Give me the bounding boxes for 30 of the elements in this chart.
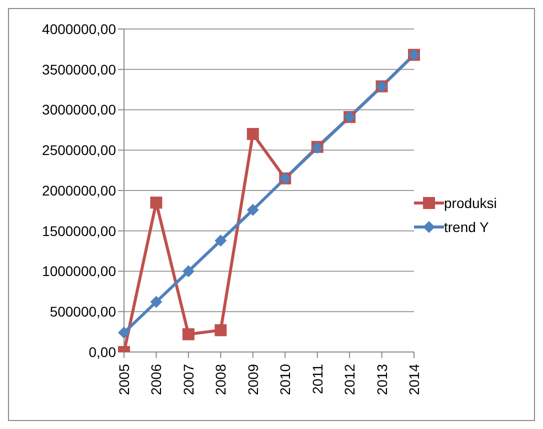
x-tick-label: 2012 [342, 364, 358, 396]
legend-label: produksi [444, 194, 497, 210]
x-tick-label: 2007 [180, 364, 196, 396]
point [118, 326, 130, 339]
y-tick-label: 2000000,00 [42, 182, 116, 198]
y-tick-label: 3000000,00 [42, 102, 116, 118]
point [214, 324, 227, 336]
y-tick-label: 4000000,00 [42, 20, 116, 37]
point [182, 265, 194, 278]
x-tick-label: 2014 [406, 364, 422, 396]
x-tick-label: 2011 [309, 364, 326, 394]
y-tick-label: 3500000,00 [42, 61, 116, 78]
x-tick-label: 2010 [277, 364, 294, 396]
x-tick-label: 2006 [148, 364, 164, 396]
y-tick-label: 1500000,00 [42, 222, 116, 239]
point [150, 296, 162, 308]
y-tick-label: 2500000,00 [42, 142, 116, 158]
x-tick-label: 2005 [116, 364, 132, 396]
x-tick-label: 2013 [374, 364, 390, 396]
point [246, 128, 259, 140]
x-tick-label: 2008 [212, 364, 229, 396]
point [182, 328, 194, 340]
point [214, 234, 227, 247]
point [246, 204, 259, 216]
point [150, 196, 162, 209]
y-tick-label: 0,00 [88, 344, 116, 360]
y-tick-label: 1000000,00 [42, 263, 116, 280]
y-tick-label: 500000,00 [50, 304, 116, 320]
x-tick-label: 2009 [244, 364, 261, 396]
legend-label: trend Y [444, 218, 489, 234]
